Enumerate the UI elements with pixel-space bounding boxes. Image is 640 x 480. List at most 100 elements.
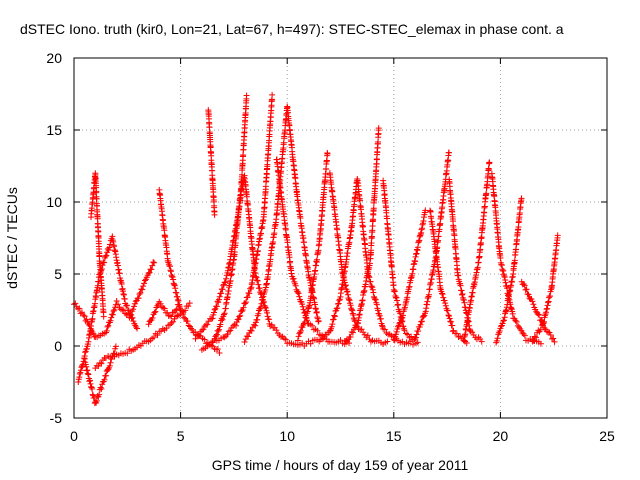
data-point — [367, 278, 374, 285]
data-point — [171, 282, 178, 289]
data-point — [330, 316, 337, 323]
data-point — [175, 297, 182, 304]
data-point — [303, 314, 310, 321]
data-point — [400, 323, 407, 330]
data-point — [297, 329, 304, 336]
data-point — [192, 335, 199, 342]
data-point — [158, 303, 165, 310]
data-point — [186, 300, 193, 307]
y-tick-label: 0 — [54, 338, 62, 354]
data-point — [110, 308, 117, 315]
data-point — [196, 332, 203, 339]
data-point — [152, 308, 159, 315]
data-point — [440, 294, 447, 301]
data-point — [499, 320, 506, 327]
data-point — [522, 286, 529, 293]
data-point — [169, 273, 176, 280]
data-point — [535, 311, 542, 318]
data-point — [393, 328, 400, 335]
data-point — [478, 338, 485, 345]
data-point — [373, 301, 380, 308]
data-point — [307, 340, 314, 347]
data-point — [376, 312, 383, 319]
data-point — [161, 305, 168, 312]
data-point — [294, 337, 301, 344]
data-point — [314, 327, 321, 334]
x-tick-label: 15 — [386, 428, 402, 444]
data-point — [256, 285, 263, 292]
data-point — [75, 379, 82, 386]
data-point — [237, 312, 244, 319]
data-point — [93, 188, 100, 195]
data-point — [107, 317, 114, 324]
data-point — [449, 322, 456, 329]
data-point — [391, 288, 398, 295]
data-point — [140, 283, 147, 290]
data-point — [262, 304, 269, 311]
data-point — [377, 315, 384, 322]
data-point — [169, 318, 176, 325]
data-point — [104, 323, 111, 330]
data-point — [213, 332, 220, 339]
data-point — [297, 215, 304, 222]
data-point — [524, 290, 531, 297]
data-point — [243, 92, 250, 99]
data-point — [258, 300, 265, 307]
data-point — [349, 329, 356, 336]
data-point — [89, 391, 96, 398]
data-point — [151, 259, 158, 266]
data-point — [182, 307, 189, 314]
data-point — [134, 325, 141, 332]
data-point — [418, 318, 425, 325]
data-point — [529, 338, 536, 345]
data-point — [541, 318, 548, 325]
data-point — [254, 316, 261, 323]
data-point — [257, 303, 264, 310]
data-point — [129, 314, 136, 321]
data-point — [343, 288, 350, 295]
data-point — [82, 349, 89, 356]
data-point — [554, 232, 561, 239]
data-point — [486, 159, 493, 166]
data-point — [102, 253, 109, 260]
data-point — [98, 385, 105, 392]
data-point — [81, 355, 88, 362]
data-point — [219, 316, 226, 323]
data-point — [216, 293, 223, 300]
data-point — [112, 343, 119, 350]
data-point — [350, 311, 357, 318]
data-point — [315, 317, 322, 324]
data-point — [269, 91, 276, 98]
data-point — [148, 266, 155, 273]
data-point — [438, 290, 445, 297]
data-point — [172, 307, 179, 314]
data-point — [242, 299, 249, 306]
data-point — [415, 328, 422, 335]
data-point — [520, 281, 527, 288]
data-point — [173, 289, 180, 296]
data-point — [259, 297, 266, 304]
data-point — [413, 331, 420, 338]
data-point — [105, 247, 112, 254]
data-point — [109, 311, 116, 318]
data-point — [221, 310, 228, 317]
data-point — [157, 300, 164, 307]
data-point — [412, 334, 419, 341]
data-point — [167, 267, 174, 274]
data-point — [141, 277, 148, 284]
data-point — [348, 306, 355, 313]
data-point — [498, 323, 505, 330]
data-point — [95, 363, 102, 370]
data-point — [199, 326, 206, 333]
data-point — [329, 188, 336, 195]
data-point — [347, 302, 354, 309]
data-point — [89, 315, 96, 322]
data-point — [170, 276, 177, 283]
data-point — [240, 151, 247, 158]
data-point — [173, 306, 180, 313]
data-point — [547, 331, 554, 338]
data-point — [146, 269, 153, 276]
data-point — [545, 298, 552, 305]
data-point — [286, 254, 293, 261]
